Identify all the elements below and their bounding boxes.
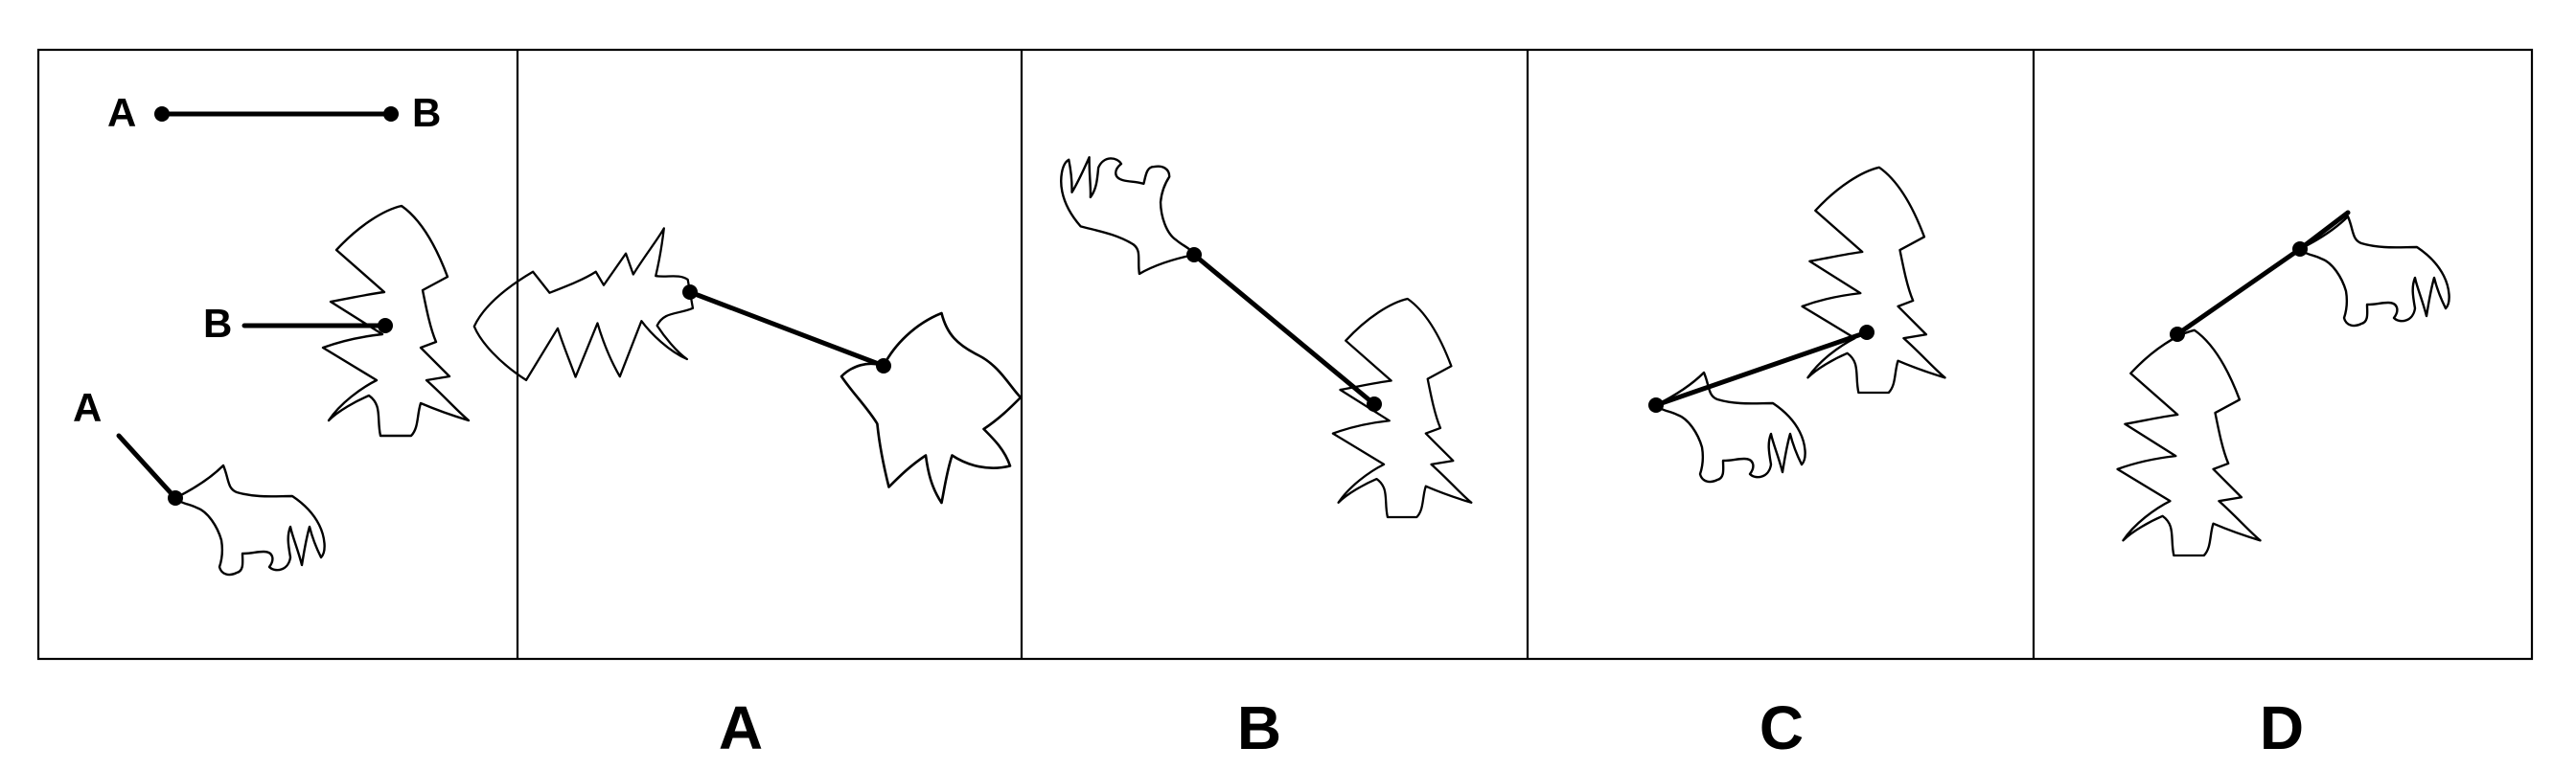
option-label-a[interactable]: A [719,693,763,762]
option-d-segment [2174,246,2303,337]
reference-panel: A B B A [73,90,471,577]
option-d-tree [2116,328,2262,557]
outer-frame [36,48,2534,661]
option-a-tree [462,224,704,401]
option-b-dot-2 [1367,396,1382,412]
option-label-d[interactable]: D [2260,693,2304,762]
option-b-segment [1191,252,1377,407]
option-c-segment [1653,329,1870,408]
animal-attachment-line [116,433,178,501]
segment-start-label: A [107,90,136,135]
tree-label: B [203,301,232,346]
option-d-dot-2 [2292,241,2308,257]
reference-tree [321,204,471,438]
option-c-animal [1654,371,1806,484]
reference-animal [173,464,326,577]
option-a-squiggle [840,311,1023,505]
panel-frames [36,48,2534,661]
option-d-dot-1 [2170,327,2185,342]
option-d-panel [2116,210,2450,557]
option-c-tree [1801,166,1946,395]
option-d-segment-ext [2297,210,2351,252]
segment-end-dot [383,106,399,122]
option-a-panel [462,224,1023,505]
option-b-tree [1331,297,1473,519]
option-a-dot-1 [682,284,698,300]
animal-label: A [73,385,102,430]
option-labels: A B C D [719,693,2304,762]
animal-attachment-dot [168,490,183,506]
option-a-segment [687,289,886,369]
tree-attachment-dot [378,318,393,333]
segment-end-label: B [412,90,441,135]
option-a-dot-2 [876,358,891,374]
option-c-panel [1648,166,1946,484]
option-b-panel [1040,141,1473,519]
option-b-dot-1 [1186,247,1202,262]
option-c-dot-2 [1859,325,1874,340]
segment-start-dot [154,106,170,122]
option-label-b[interactable]: B [1237,693,1281,762]
option-c-dot-1 [1648,397,1664,413]
option-b-animal [1040,141,1215,288]
option-label-c[interactable]: C [1760,693,1804,762]
